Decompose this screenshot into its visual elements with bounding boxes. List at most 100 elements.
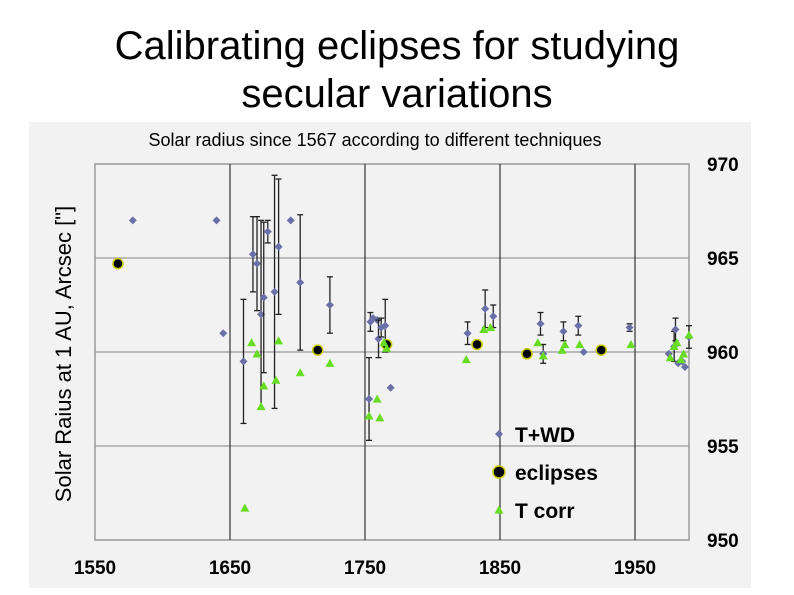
triangle-marker <box>247 338 257 347</box>
triangle-marker <box>252 349 262 358</box>
data-point <box>536 311 545 336</box>
triangle-marker <box>533 338 543 347</box>
diamond-marker <box>559 327 568 336</box>
legend-item: T+WD <box>495 424 575 447</box>
diamond-marker <box>579 348 588 356</box>
data-point <box>680 363 689 372</box>
y-axis-label: Solar Raius at 1 AU, Arcsec ["] <box>51 206 76 502</box>
triangle-marker <box>259 381 269 390</box>
legend-item: eclipses <box>492 462 598 485</box>
diamond-marker <box>263 227 272 236</box>
data-point <box>676 355 686 364</box>
data-point <box>625 323 634 332</box>
diamond-marker <box>239 357 248 366</box>
triangle-marker <box>375 413 385 422</box>
data-point <box>665 353 675 362</box>
grid-layer: 950 955 960 965 970 1550 1650 1750 1850 1950 <box>74 155 739 579</box>
data-point <box>684 330 694 339</box>
data-point <box>364 411 374 420</box>
slide-title: Calibrating eclipses for studying secula… <box>0 22 794 118</box>
triangle-marker <box>672 338 682 347</box>
diamond-marker <box>574 321 583 330</box>
triangle-marker <box>479 324 489 334</box>
diamond-marker <box>128 216 137 225</box>
triangle-marker <box>271 375 281 384</box>
diamond-marker <box>671 325 680 334</box>
data-point <box>560 339 570 349</box>
x-tick-label: 1650 <box>209 558 251 579</box>
data-point <box>325 276 334 334</box>
data-point <box>538 351 548 360</box>
data-point <box>671 317 680 342</box>
diamond-marker <box>495 430 503 438</box>
data-point <box>557 345 567 354</box>
diamond-marker <box>257 310 266 319</box>
x-tick-label: 1850 <box>479 558 521 579</box>
chart-panel: Solar radius since 1567 according to dif… <box>29 122 751 588</box>
chart-title: Solar radius since 1567 according to dif… <box>149 130 602 150</box>
diamond-marker <box>489 312 498 321</box>
legend-label: eclipses <box>515 462 598 485</box>
circle-marker <box>521 348 533 360</box>
data-point <box>379 338 389 347</box>
data-point <box>112 257 124 270</box>
triangle-marker <box>486 323 496 332</box>
slide-title-line-1: Calibrating eclipses for studying <box>114 24 680 68</box>
triangle-marker <box>676 355 686 364</box>
triangle-marker <box>372 394 382 403</box>
legend-label: T corr <box>515 500 575 523</box>
data-point <box>626 339 636 349</box>
diamond-marker <box>463 329 472 338</box>
data-point <box>375 413 385 422</box>
diamond-marker <box>381 321 390 330</box>
data-point <box>128 216 137 225</box>
triangle-marker <box>325 358 335 367</box>
triangle-marker <box>379 338 389 347</box>
data-point <box>372 394 382 403</box>
data-layer <box>112 174 694 512</box>
data-point <box>559 321 568 342</box>
data-point <box>274 336 284 345</box>
data-point <box>533 338 543 347</box>
diamond-marker <box>680 363 689 372</box>
diamond-marker <box>274 242 283 251</box>
triangle-marker <box>684 330 694 339</box>
triangle-marker <box>538 351 548 360</box>
data-point <box>296 214 305 351</box>
triangle-marker <box>256 402 266 411</box>
triangle-marker <box>494 505 504 514</box>
data-point <box>679 349 689 358</box>
circle-marker <box>471 338 483 351</box>
triangle-marker <box>364 411 374 420</box>
data-point <box>521 348 533 360</box>
circle-marker <box>492 465 506 479</box>
data-point <box>382 343 392 352</box>
triangle-marker <box>557 345 567 354</box>
data-point <box>575 339 585 349</box>
data-point <box>239 298 248 425</box>
data-point <box>252 349 262 358</box>
data-point <box>312 344 324 356</box>
data-point <box>240 503 250 512</box>
diamond-marker <box>296 278 305 287</box>
data-point <box>271 375 281 384</box>
scatter-chart: Solar radius since 1567 according to dif… <box>51 130 739 579</box>
data-point <box>253 215 261 312</box>
diamond-marker <box>325 301 334 309</box>
triangle-marker <box>295 368 305 377</box>
legend-label: T+WD <box>515 424 575 447</box>
diamond-marker <box>386 383 395 392</box>
diamond-marker <box>481 304 490 313</box>
triangle-marker <box>575 339 585 349</box>
diamond-marker <box>365 395 374 403</box>
data-point <box>286 216 295 225</box>
triangle-marker <box>679 349 689 358</box>
data-point <box>463 321 472 346</box>
y-tick-label: 965 <box>707 249 739 270</box>
diamond-marker <box>253 259 261 268</box>
data-point <box>256 402 266 411</box>
diamond-marker <box>219 329 228 338</box>
y-tick-label: 950 <box>707 531 739 552</box>
data-point <box>212 216 221 225</box>
diamond-marker <box>286 216 295 225</box>
